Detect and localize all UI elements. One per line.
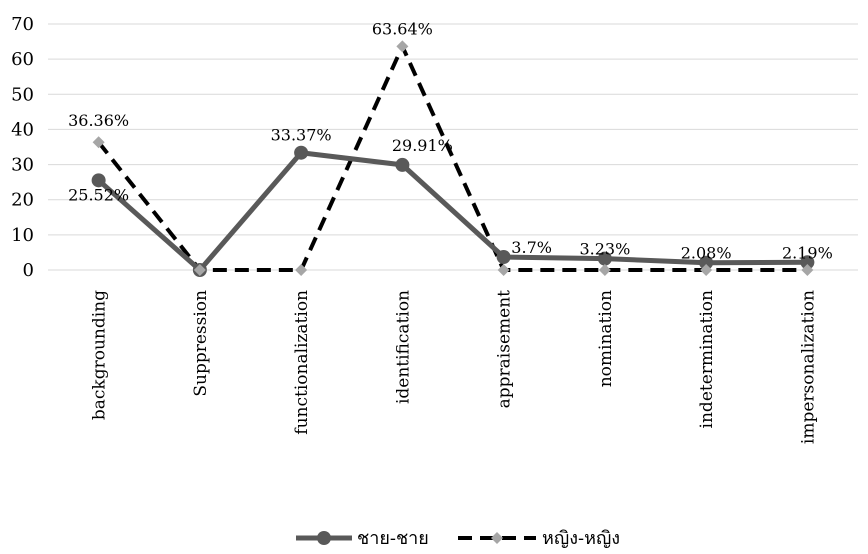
y-tick-label: 20 [11, 190, 34, 211]
y-tick-label: 60 [11, 49, 34, 70]
data-point [800, 255, 815, 270]
series-line-1 [96, 150, 808, 273]
data-point [396, 40, 409, 53]
data-point [295, 264, 308, 276]
y-tick-label: 50 [11, 84, 34, 105]
data-point [395, 157, 410, 172]
x-tick-label: backgrounding [90, 290, 110, 420]
data-point [91, 173, 106, 188]
data-label: 63.64% [372, 19, 433, 38]
data-point [496, 249, 511, 264]
y-tick-label: 10 [11, 225, 34, 246]
y-tick-label: 0 [23, 260, 34, 281]
x-tick-label: appraisement [495, 290, 515, 409]
x-tick-label: identification [393, 290, 413, 404]
data-point [699, 255, 714, 270]
data-label: 2.19% [782, 243, 833, 262]
data-point [92, 136, 105, 149]
legend: ชาย-ชาย หญิง-หญิง [296, 528, 620, 549]
y-tick-label: 70 [11, 14, 34, 35]
y-tick-label: 40 [11, 119, 34, 140]
data-point [193, 264, 206, 276]
data-label: 33.37% [271, 126, 332, 145]
data-label: 2.08% [681, 244, 732, 263]
data-point [598, 264, 611, 276]
x-tick-label: functionalization [292, 290, 312, 435]
data-point [597, 251, 612, 266]
y-axis-ticks: 0 10 20 30 40 50 60 70 [11, 14, 34, 281]
series-lines [91, 40, 815, 277]
data-label: 3.7% [511, 238, 552, 257]
x-tick-label: Suppression [191, 290, 211, 397]
x-tick-label: impersonalization [798, 290, 818, 444]
data-point [294, 145, 309, 160]
legend-marker-series-1 [317, 531, 331, 545]
data-label: 25.52% [68, 185, 129, 204]
data-point [801, 264, 814, 276]
data-point [497, 264, 510, 276]
series-line-2 [97, 44, 808, 272]
legend-label-series-1: ชาย-ชาย [357, 528, 429, 549]
data-label: 3.23% [579, 240, 630, 259]
y-tick-label: 30 [11, 155, 34, 176]
data-label: 36.36% [68, 111, 129, 130]
legend-label-series-2: หญิง-หญิง [542, 528, 620, 549]
gridlines [48, 23, 858, 271]
data-label: 29.91% [392, 136, 453, 155]
x-tick-label: indetermination [697, 290, 717, 428]
data-labels: 25.52% 33.37% 29.91% 3.7% 3.23% 2.08% 2.19% 36.… [68, 19, 833, 262]
x-tick-label: nomination [596, 290, 616, 387]
x-axis-ticks: backgrounding Suppression functionalizatio… [90, 290, 819, 444]
data-point [700, 264, 713, 276]
legend-marker-series-2 [491, 532, 503, 544]
